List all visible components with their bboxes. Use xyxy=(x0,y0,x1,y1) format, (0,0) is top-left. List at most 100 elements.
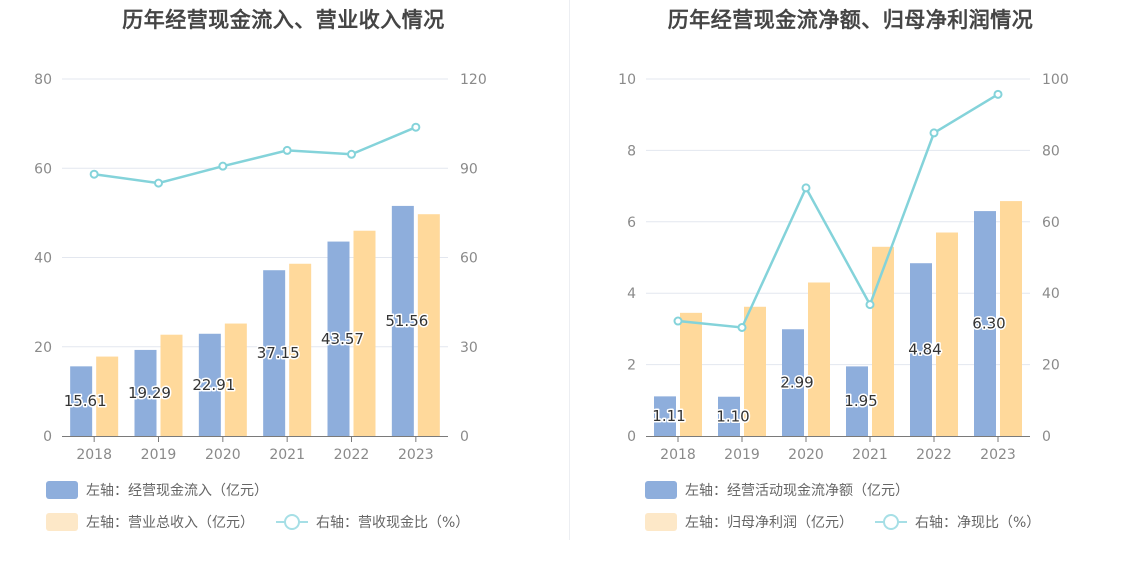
bar-left-series xyxy=(327,241,350,436)
bar-secondary-series xyxy=(160,334,183,436)
ratio-point xyxy=(929,128,939,138)
x-tick-label: 2021 xyxy=(852,447,888,463)
left-tick-label: 40 xyxy=(34,251,52,267)
legend-swatch-net-profit xyxy=(645,513,677,531)
bar-data-label: 15.61 xyxy=(64,392,107,410)
chart-title-left: 历年经营现金流入、营业收入情况 xyxy=(122,8,445,32)
ratio-point xyxy=(993,89,1003,99)
bar-left-series xyxy=(70,366,93,436)
left-tick-label: 0 xyxy=(43,429,52,445)
ratio-point xyxy=(673,316,683,326)
right-tick-label: 30 xyxy=(460,340,478,356)
left-tick-label: 6 xyxy=(627,215,636,231)
legend-row-1-left: 左轴：经营现金流入（亿元） xyxy=(46,480,290,500)
bar-secondary-series xyxy=(289,263,312,436)
bar-data-label: 2.99 xyxy=(780,374,813,392)
bar-secondary-series xyxy=(224,323,247,436)
bar-data-label: 22.91 xyxy=(192,376,235,394)
bar-left-series xyxy=(198,333,221,436)
x-tick-label: 2022 xyxy=(916,447,952,463)
ratio-point xyxy=(218,161,228,171)
ratio-point xyxy=(865,300,875,310)
chart-plot-left: 0 20 40 60 80 0 30 60 90 120 2018 2019 2020 2021 2022 2… xyxy=(34,72,487,463)
x-tick-label: 2022 xyxy=(334,447,370,463)
x-tick-label: 2019 xyxy=(724,447,760,463)
right-tick-label: 0 xyxy=(1042,429,1051,445)
bar-secondary-series xyxy=(936,232,958,436)
legend-swatch-cash-inflow xyxy=(46,481,78,499)
ratio-line xyxy=(677,93,999,329)
left-tick-label: 4 xyxy=(627,286,636,302)
legend-label-cash-ratio: 右轴：营收现金比（%） xyxy=(316,515,470,531)
ratio-point xyxy=(89,169,99,179)
legend-swatch-revenue xyxy=(46,513,78,531)
bar-data-label: 4.84 xyxy=(908,341,941,359)
chart-panel-left: 历年经营现金流入、营业收入情况 0 20 40 60 80 0 30 60 90 120 2018 2… xyxy=(34,8,491,532)
bar-secondary-series xyxy=(808,282,830,436)
legend-label-net-cash-ratio: 右轴：净现比（%） xyxy=(915,515,1041,531)
right-tick-label: 120 xyxy=(460,72,487,88)
legend-label-net-cash-flow: 左轴：经营活动现金流净额（亿元） xyxy=(685,483,909,499)
bar-secondary-series xyxy=(353,230,376,436)
panel-divider xyxy=(569,0,570,540)
bar-secondary-series xyxy=(680,312,702,436)
x-tick-label: 2019 xyxy=(141,447,177,463)
legend-line-icon-net-cash-ratio xyxy=(875,513,907,531)
chart-title-right: 历年经营现金流净额、归母净利润情况 xyxy=(667,8,1034,32)
x-tick-label: 2023 xyxy=(398,447,434,463)
legend-label-net-profit: 左轴：归母净利润（亿元） xyxy=(685,515,853,531)
legend-line-icon-cash-ratio xyxy=(276,513,308,531)
bar-data-label: 43.57 xyxy=(321,330,364,348)
bar-secondary-series xyxy=(1000,201,1022,436)
bar-data-label: 1.10 xyxy=(716,407,749,425)
legend-item-net-cash-ratio[interactable]: 右轴：净现比（%） xyxy=(875,512,1040,532)
x-tick-label: 2020 xyxy=(205,447,241,463)
x-tick-label: 2021 xyxy=(269,447,305,463)
bar-data-label: 6.30 xyxy=(972,315,1005,333)
bar-left-series xyxy=(910,263,932,436)
ratio-point xyxy=(154,178,163,188)
right-tick-label: 20 xyxy=(1042,358,1060,374)
legend-item-cash-inflow[interactable]: 左轴：经营现金流入（亿元） xyxy=(46,480,268,500)
bar-secondary-series xyxy=(872,246,894,436)
right-tick-label: 60 xyxy=(1042,215,1060,231)
bar-data-label: 1.11 xyxy=(652,407,685,425)
bar-data-label: 37.15 xyxy=(257,344,300,362)
legend-row-2-left: 左轴：营业总收入（亿元） 右轴：营收现金比（%） xyxy=(46,512,491,532)
legend-swatch-net-cash-flow xyxy=(645,481,677,499)
legend-item-net-cash-flow[interactable]: 左轴：经营活动现金流净额（亿元） xyxy=(645,480,909,500)
legend-item-revenue[interactable]: 左轴：营业总收入（亿元） xyxy=(46,512,254,532)
ratio-point xyxy=(347,149,356,159)
bar-secondary-series xyxy=(417,214,440,436)
left-tick-label: 80 xyxy=(34,72,52,88)
bar-data-label: 51.56 xyxy=(385,312,428,330)
bar-left-series xyxy=(263,270,286,436)
ratio-point xyxy=(737,322,747,332)
ratio-point xyxy=(411,122,421,132)
x-tick-label: 2023 xyxy=(980,447,1016,463)
bar-secondary-series xyxy=(744,306,766,436)
left-tick-label: 2 xyxy=(627,358,636,374)
legend-item-net-profit[interactable]: 左轴：归母净利润（亿元） xyxy=(645,512,853,532)
left-tick-label: 10 xyxy=(618,72,636,88)
chart-panel-right: 历年经营现金流净额、归母净利润情况 0 2 4 6 8 10 0 20 40 60 80 100 201… xyxy=(567,0,1134,582)
right-tick-label: 0 xyxy=(460,429,469,445)
left-tick-label: 60 xyxy=(34,161,52,177)
right-tick-label: 80 xyxy=(1042,143,1060,159)
legend-label-revenue: 左轴：营业总收入（亿元） xyxy=(86,515,254,531)
ratio-line xyxy=(93,126,417,185)
right-tick-label: 60 xyxy=(460,251,478,267)
left-tick-label: 0 xyxy=(627,429,636,445)
bar-left-series xyxy=(782,329,804,436)
bar-data-label: 19.29 xyxy=(128,384,171,402)
bar-left-series xyxy=(134,349,157,436)
ratio-point xyxy=(801,183,811,193)
legend-row-1-right: 左轴：经营活动现金流净额（亿元） xyxy=(645,480,931,500)
bar-left-series xyxy=(718,396,740,436)
legend-item-cash-ratio[interactable]: 右轴：营收现金比（%） xyxy=(276,512,469,532)
x-tick-label: 2018 xyxy=(660,447,696,463)
ratio-point xyxy=(282,145,292,155)
x-tick-label: 2018 xyxy=(76,447,112,463)
right-tick-label: 40 xyxy=(1042,286,1060,302)
